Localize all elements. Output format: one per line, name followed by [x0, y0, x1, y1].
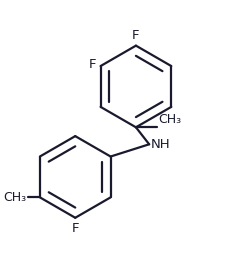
Text: F: F [71, 222, 79, 235]
Text: F: F [89, 59, 96, 71]
Text: F: F [132, 29, 139, 42]
Text: NH: NH [150, 138, 170, 151]
Text: CH₃: CH₃ [157, 113, 180, 126]
Text: CH₃: CH₃ [3, 191, 26, 204]
